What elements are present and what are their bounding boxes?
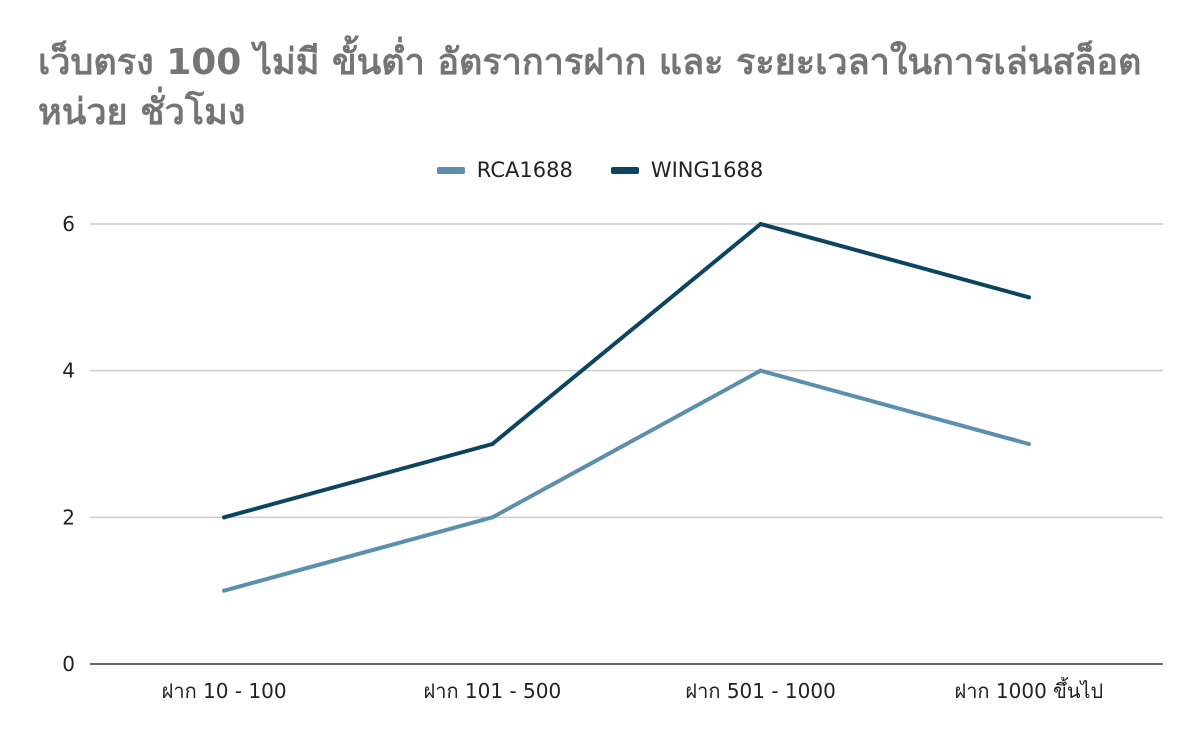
y-tick-label-6: 6	[62, 212, 75, 236]
legend: RCA1688 WING1688	[0, 158, 1200, 182]
legend-swatch-rca1688	[436, 166, 465, 174]
chart-title: เว็บตรง 100 ไม่มี ขั้นต่ำ อัตราการฝาก แล…	[38, 42, 1142, 133]
legend-item-rca1688[interactable]: RCA1688	[436, 158, 573, 182]
legend-item-wing1688[interactable]: WING1688	[610, 158, 764, 182]
y-tick-label-2: 2	[62, 505, 75, 529]
legend-label-rca1688: RCA1688	[476, 158, 573, 182]
x-tick-label-3: ฝาก 1000 ขึ้นไป	[954, 677, 1103, 703]
data-point-wing1688-1	[490, 442, 495, 446]
data-point-rca1688-1	[490, 515, 495, 520]
legend-swatch-wing1688	[610, 166, 639, 174]
y-tick-label-4: 4	[62, 359, 75, 383]
series-line-wing1688	[222, 222, 1031, 520]
data-point-wing1688-0	[222, 515, 227, 520]
x-tick-label-0: ฝาก 10 - 100	[162, 679, 287, 703]
data-point-rca1688-2	[758, 368, 763, 373]
series-line-rca1688	[222, 368, 1031, 593]
x-tick-label-2: ฝาก 501 - 1000	[685, 679, 835, 703]
y-tick-label-0: 0	[62, 652, 75, 676]
data-point-rca1688-3	[1026, 442, 1031, 446]
data-point-wing1688-3	[1026, 295, 1031, 300]
legend-label-wing1688: WING1688	[650, 158, 764, 182]
data-point-wing1688-2	[758, 222, 763, 226]
data-point-rca1688-0	[222, 588, 227, 593]
x-tick-label-1: ฝาก 101 - 500	[424, 679, 562, 703]
